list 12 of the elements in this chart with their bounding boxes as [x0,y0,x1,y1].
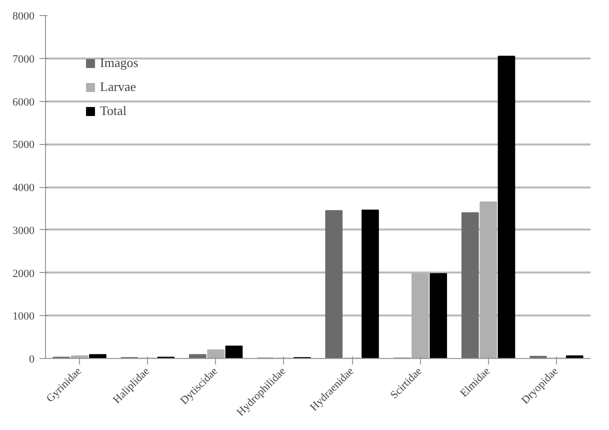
y-tick-label: 5000 [12,139,35,152]
y-tick-label: 1000 [12,310,35,323]
y-tick-label: 3000 [12,224,35,237]
y-tick-label: 6000 [12,96,35,108]
y-tick-label: 0 [29,354,35,366]
y-tick-label: 8000 [12,10,35,22]
y-tick-label: 4000 [12,182,35,194]
y-tick-label: 2000 [12,268,35,280]
legend-label: Imagos [100,55,138,71]
legend-label: Larvae [100,79,136,95]
legend-label: Total [100,103,127,119]
y-tick-label: 7000 [12,53,35,66]
